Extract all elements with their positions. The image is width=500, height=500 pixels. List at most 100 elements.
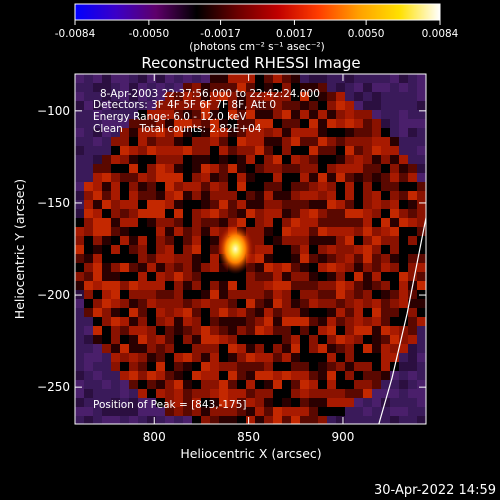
heatmap-cell [390, 92, 400, 102]
heatmap-cell [363, 74, 373, 84]
heatmap-cell [336, 308, 346, 318]
heatmap-cell [255, 227, 265, 237]
heatmap-cell [84, 164, 94, 174]
heatmap-cell [138, 92, 148, 102]
heatmap [75, 74, 426, 424]
heatmap-cell [372, 236, 382, 246]
heatmap-cell [111, 344, 121, 354]
heatmap-cell [345, 353, 355, 363]
heatmap-cell [147, 173, 157, 183]
heatmap-cell [237, 407, 247, 417]
heatmap-cell [120, 155, 130, 165]
heatmap-cell [282, 245, 292, 255]
heatmap-cell [282, 74, 292, 84]
heatmap-cell [390, 227, 400, 237]
heatmap-cell [282, 335, 292, 345]
heatmap-cell [273, 326, 283, 336]
heatmap-cell [372, 227, 382, 237]
heatmap-cell [417, 281, 426, 291]
heatmap-cell [75, 92, 85, 102]
heatmap-cell [210, 209, 220, 219]
heatmap-cell [120, 254, 130, 264]
heatmap-cell [138, 101, 148, 111]
heatmap-cell [201, 173, 211, 183]
heatmap-cell [363, 182, 373, 192]
heatmap-cell [363, 164, 373, 174]
heatmap-cell [372, 344, 382, 354]
heatmap-cell [327, 128, 337, 138]
heatmap-cell [183, 209, 193, 219]
heatmap-cell [156, 155, 166, 165]
heatmap-cell [183, 317, 193, 327]
heatmap-cell [228, 83, 238, 93]
heatmap-cell [255, 164, 265, 174]
heatmap-cell [102, 110, 112, 120]
heatmap-cell [408, 407, 418, 417]
heatmap-cell [75, 371, 85, 381]
heatmap-cell [201, 362, 211, 372]
heatmap-cell [192, 389, 202, 399]
heatmap-cell [246, 407, 256, 417]
heatmap-cell [309, 164, 319, 174]
heatmap-cell [138, 389, 148, 399]
heatmap-cell [408, 173, 418, 183]
heatmap-cell [273, 92, 283, 102]
heatmap-cell [120, 335, 130, 345]
heatmap-cell [165, 164, 175, 174]
heatmap-cell [363, 173, 373, 183]
heatmap-cell [228, 317, 238, 327]
heatmap-cell [147, 416, 157, 424]
heatmap-cell [156, 119, 166, 129]
heatmap-cell [390, 272, 400, 282]
heatmap-cell [372, 281, 382, 291]
heatmap-cell [147, 380, 157, 390]
heatmap-cell [219, 281, 229, 291]
heatmap-cell [273, 191, 283, 201]
heatmap-cell [399, 281, 409, 291]
heatmap-cell [327, 110, 337, 120]
heatmap-cell [156, 299, 166, 309]
heatmap-cell [372, 362, 382, 372]
heatmap-cell [381, 398, 391, 408]
heatmap-cell [390, 407, 400, 417]
heatmap-cell [120, 272, 130, 282]
heatmap-cell [183, 101, 193, 111]
heatmap-cell [273, 407, 283, 417]
heatmap-cell [237, 317, 247, 327]
heatmap-cell [138, 218, 148, 228]
heatmap-cell [111, 281, 121, 291]
heatmap-cell [75, 200, 85, 210]
heatmap-cell [147, 308, 157, 318]
heatmap-cell [273, 74, 283, 84]
heatmap-cell [273, 137, 283, 147]
heatmap-cell [291, 290, 301, 300]
heatmap-cell [75, 389, 85, 399]
heatmap-cell [84, 101, 94, 111]
heatmap-cell [318, 317, 328, 327]
heatmap-cell [291, 101, 301, 111]
heatmap-cell [309, 308, 319, 318]
heatmap-cell [417, 272, 426, 282]
heatmap-cell [408, 218, 418, 228]
heatmap-cell [84, 254, 94, 264]
heatmap-cell [111, 155, 121, 165]
heatmap-cell [147, 335, 157, 345]
heatmap-cell [318, 281, 328, 291]
heatmap-cell [93, 218, 103, 228]
heatmap-cell [354, 74, 364, 84]
heatmap-cell [165, 326, 175, 336]
heatmap-cell [291, 281, 301, 291]
heatmap-cell [120, 128, 130, 138]
heatmap-cell [291, 155, 301, 165]
heatmap-cell [84, 155, 94, 165]
heatmap-cell [408, 155, 418, 165]
heatmap-cell [381, 362, 391, 372]
heatmap-cell [336, 299, 346, 309]
heatmap-cell [327, 200, 337, 210]
heatmap-cell [75, 164, 85, 174]
heatmap-cell [102, 218, 112, 228]
heatmap-cell [399, 119, 409, 129]
heatmap-cell [381, 263, 391, 273]
heatmap-cell [318, 407, 328, 417]
heatmap-cell [399, 128, 409, 138]
